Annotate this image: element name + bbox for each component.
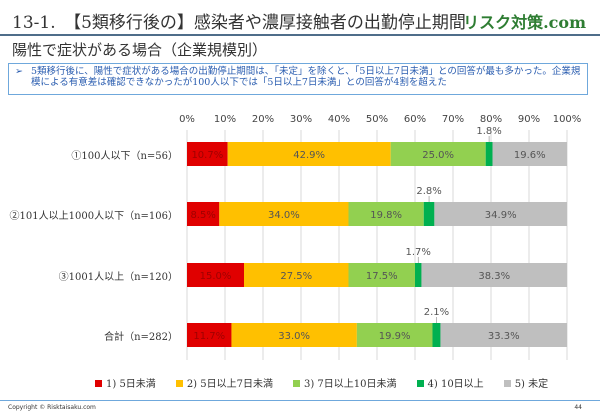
data-label: 19.8%: [370, 210, 402, 221]
x-tick-label: 40%: [328, 114, 350, 125]
x-tick-label: 10%: [214, 114, 236, 125]
x-tick-label: 90%: [518, 114, 540, 125]
data-label: 33.0%: [278, 331, 310, 342]
x-tick-label: 30%: [290, 114, 312, 125]
data-label: 34.0%: [268, 210, 300, 221]
bar-segment: [231, 323, 357, 347]
x-tick-label: 20%: [252, 114, 274, 125]
bar-segment: [415, 263, 422, 287]
legend-label: 3) 7日以上10日未満: [303, 379, 397, 390]
bar-segment: [440, 323, 567, 347]
data-label: 38.3%: [478, 271, 510, 282]
x-tick-label: 60%: [404, 114, 426, 125]
copyright: Copyright © Risktaisaku.com: [8, 404, 96, 411]
title-divider: [0, 34, 600, 36]
category-label: ②101人以上1000人以下（n=106）: [9, 211, 178, 222]
data-label: 34.9%: [485, 210, 517, 221]
legend-label: 1) 5日未満: [106, 379, 156, 390]
bar-segment: [423, 202, 435, 226]
legend-swatch: [292, 380, 300, 387]
data-label: 11.7%: [193, 331, 225, 342]
brand-logo: リスク対策.com: [463, 13, 586, 32]
legend-swatch: [95, 380, 102, 387]
x-tick-label: 100%: [553, 114, 582, 125]
data-label: 10.7%: [191, 150, 223, 161]
bar-segment: [492, 142, 567, 166]
data-label: 19.6%: [514, 150, 546, 161]
legend-swatch: [175, 380, 183, 387]
bar-segment: [356, 323, 433, 347]
legend-item: 3) 7日以上10日未満: [292, 375, 397, 390]
data-label: 33.3%: [488, 331, 520, 342]
bar-segment: [187, 323, 232, 347]
footer-divider: [0, 400, 600, 401]
legend-label: 2) 5日以上7日未満: [186, 379, 273, 390]
legend-item: 5) 未定: [503, 375, 549, 390]
stacked-bar-chart: 0% 10% 20% 30% 40% 50% 60% 70% 80% 90% 100% 10.7% 42…: [179, 114, 582, 360]
data-label: 2.1%: [424, 307, 449, 318]
subtitle: 陽性で症状がある場合（企業規模別）: [12, 41, 268, 59]
bar-segment: [432, 323, 441, 347]
data-label: 15.0%: [200, 271, 232, 282]
bar-segment: [244, 263, 349, 287]
bar-segment: [390, 142, 486, 166]
bar-segment: [348, 202, 424, 226]
legend-label: 4) 10日以上: [427, 379, 484, 390]
bar-segment: [187, 142, 228, 166]
legend-item: 1) 5日未満: [95, 375, 156, 390]
data-label: 25.0%: [422, 150, 454, 161]
page-title: 13-1. 【5類移行後の】感染者や濃厚接触者の出勤停止期間: [12, 13, 466, 33]
bar-segment: [485, 142, 493, 166]
legend-swatch: [503, 380, 511, 387]
data-label: 17.5%: [366, 271, 398, 282]
summary-text: 5類移行後に、陽性で症状がある場合の出勤停止期間は、「未定」を除くと、「5日以上…: [31, 66, 581, 88]
x-tick-label: 50%: [366, 114, 388, 125]
data-label: 27.5%: [280, 271, 312, 282]
legend-item: 2) 5日以上7日未満: [175, 375, 273, 390]
category-label: ①100人以下（n=56）: [71, 151, 178, 162]
x-tick-label: 70%: [442, 114, 464, 125]
x-tick-label: 0%: [179, 114, 195, 125]
legend-swatch: [416, 380, 424, 387]
bullet-arrow-icon: ➢: [15, 66, 23, 77]
bar-segment: [187, 202, 220, 226]
data-label: 2.8%: [416, 186, 441, 197]
page-number: 44: [574, 404, 582, 411]
legend: 1) 5日未満 2) 5日以上7日未満 3) 7日以上10日未満 4) 10日以上 5)…: [95, 375, 548, 390]
bar-segment: [348, 263, 415, 287]
data-label: 1.8%: [476, 126, 501, 137]
category-label: 合計（n=282）: [104, 332, 178, 343]
bar-segment: [434, 202, 567, 226]
bar-segment: [421, 263, 567, 287]
bar-segment: [227, 142, 391, 166]
data-label: 8.5%: [190, 210, 215, 221]
data-label: 19.9%: [379, 331, 411, 342]
legend-label: 5) 未定: [514, 379, 549, 390]
summary-note: ➢ 5類移行後に、陽性で症状がある場合の出勤停止期間は、「未定」を除くと、「5日…: [8, 63, 588, 95]
data-label: 42.9%: [293, 150, 325, 161]
data-label: 1.7%: [406, 247, 431, 258]
category-label: ③1001人以上（n=120）: [58, 272, 178, 283]
x-tick-label: 80%: [480, 114, 502, 125]
bar-segment: [187, 263, 244, 287]
bar-segment: [219, 202, 349, 226]
legend-item: 4) 10日以上: [416, 375, 484, 390]
